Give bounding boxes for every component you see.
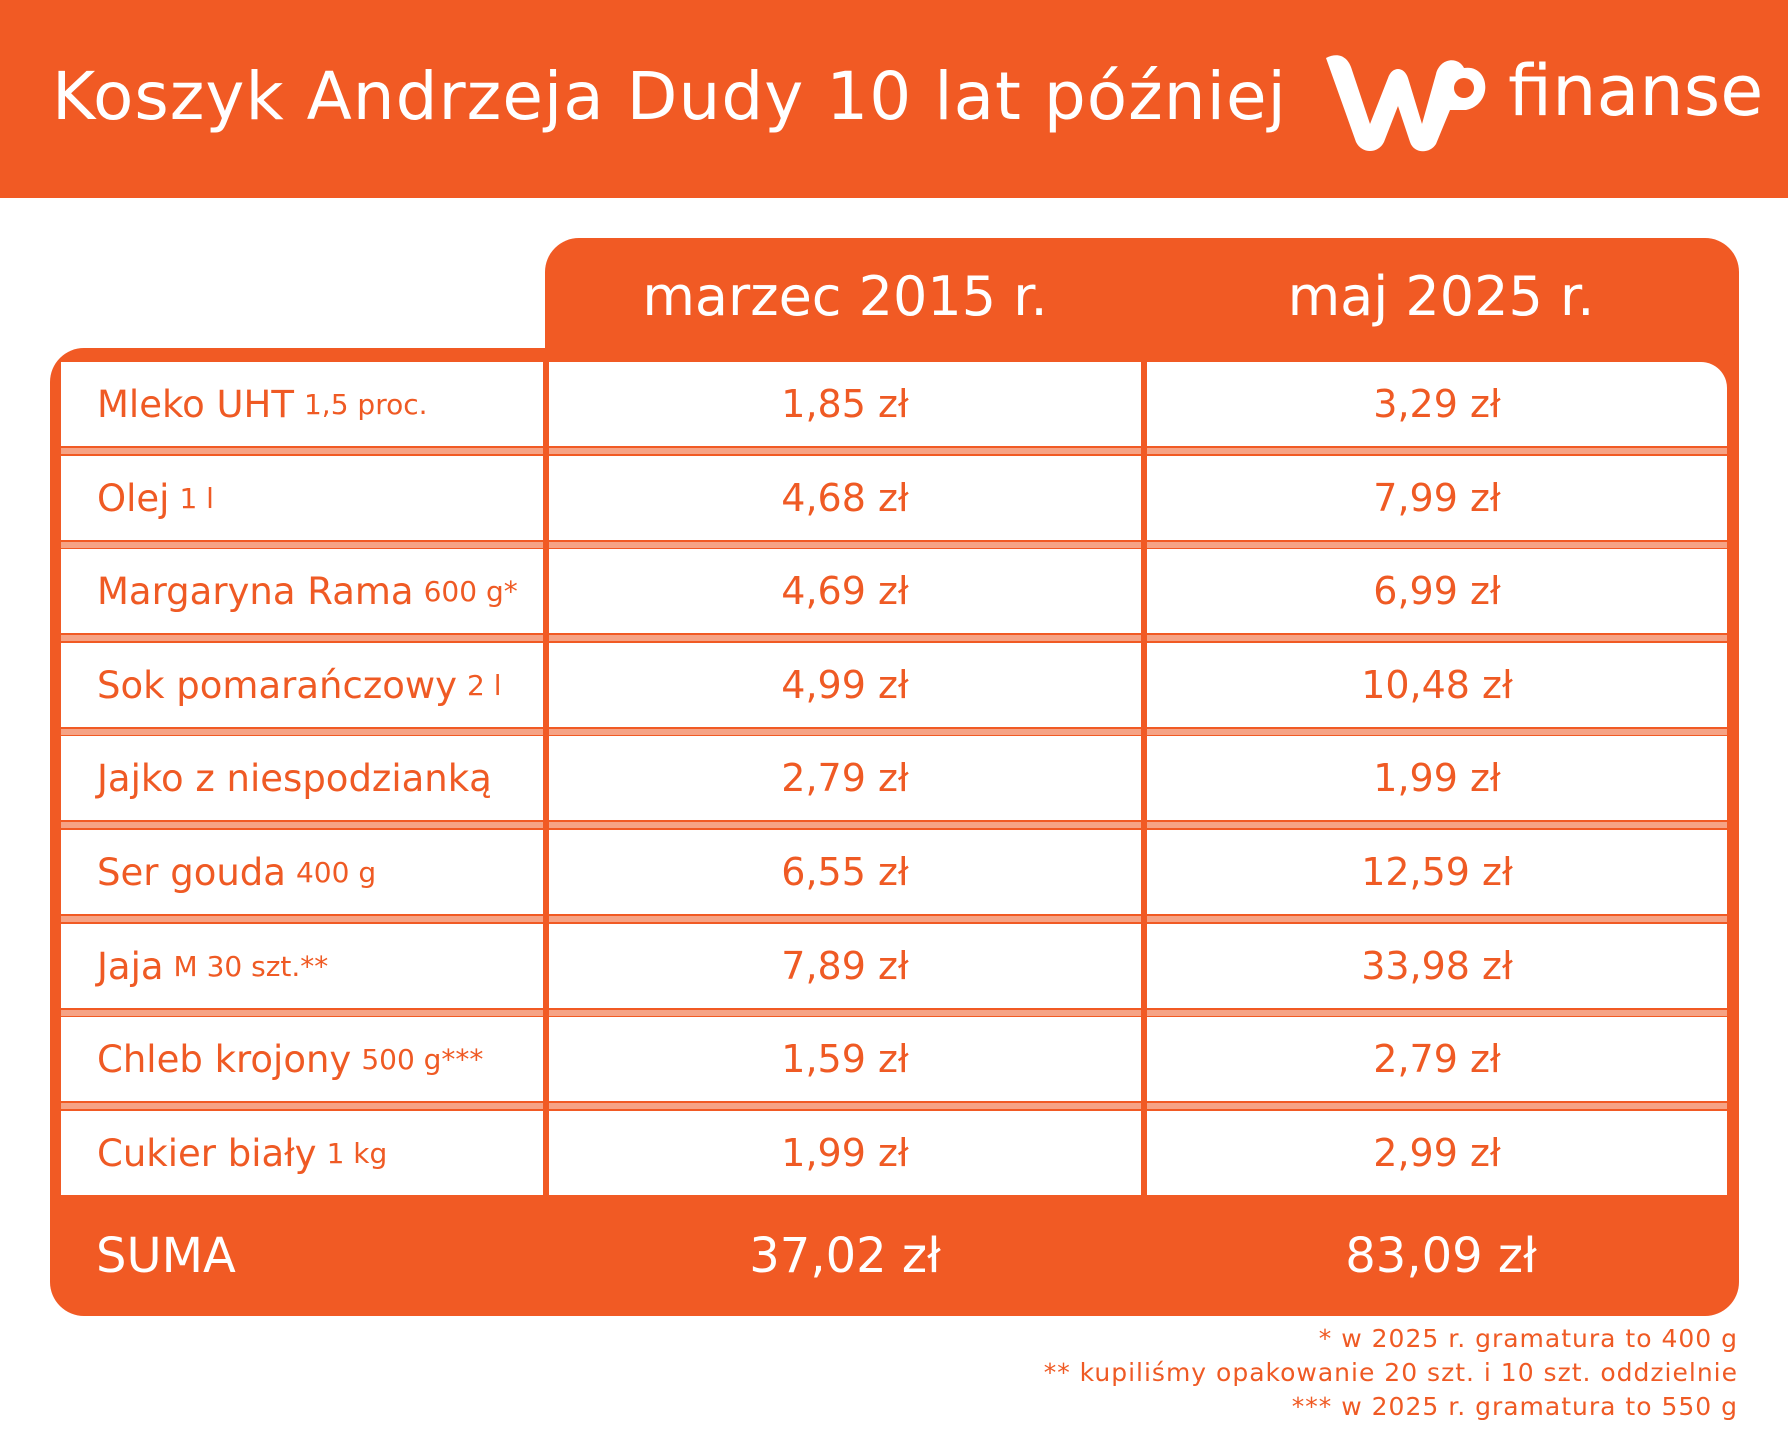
row-separator bbox=[549, 822, 1141, 828]
product-name-cell: Sok pomarańczowy 2 l bbox=[61, 643, 543, 727]
product-name: Chleb krojony bbox=[97, 1037, 352, 1081]
price-2015-cell: 4,68 zł bbox=[549, 456, 1141, 540]
logo-finanse-text: finanse bbox=[1508, 50, 1764, 132]
product-name: Jaja bbox=[97, 944, 164, 988]
price-2015-cell: 7,89 zł bbox=[549, 924, 1141, 1008]
price-2015-cell: 4,99 zł bbox=[549, 643, 1141, 727]
row-separator bbox=[1147, 1103, 1727, 1109]
row-separator bbox=[1147, 635, 1727, 641]
product-name-cell: Chleb krojony 500 g*** bbox=[61, 1017, 543, 1101]
price-2025-cell: 7,99 zł bbox=[1147, 456, 1727, 540]
product-name: Olej bbox=[97, 476, 170, 520]
product-name: Ser gouda bbox=[97, 850, 286, 894]
product-name-cell: Cukier biały 1 kg bbox=[61, 1111, 543, 1195]
column-header-2015: marzec 2015 r. bbox=[642, 265, 1048, 328]
row-separator bbox=[61, 822, 543, 828]
price-2025-cell: 1,99 zł bbox=[1147, 736, 1727, 820]
row-separator bbox=[61, 729, 543, 735]
product-unit: 600 g* bbox=[423, 574, 518, 608]
product-name-cell: Olej 1 l bbox=[61, 456, 543, 540]
product-name-cell: Jaja M 30 szt.** bbox=[61, 924, 543, 1008]
product-name-cell: Ser gouda 400 g bbox=[61, 830, 543, 914]
product-name-cell: Mleko UHT 1,5 proc. bbox=[61, 362, 543, 446]
wp-finanse-logo: finanse bbox=[1318, 44, 1763, 154]
product-name-cell: Margaryna Rama 600 g* bbox=[61, 549, 543, 633]
row-separator bbox=[1147, 448, 1727, 454]
row-separator bbox=[549, 1010, 1141, 1016]
price-2025-cell: 33,98 zł bbox=[1147, 924, 1727, 1008]
price-2015-cell: 1,99 zł bbox=[549, 1111, 1141, 1195]
footnote-1: * w 2025 r. gramatura to 400 g bbox=[1318, 1324, 1738, 1353]
header-banner: Koszyk Andrzeja Dudy 10 lat później fina… bbox=[0, 0, 1788, 198]
price-2015-cell: 1,59 zł bbox=[549, 1017, 1141, 1101]
row-separator bbox=[1147, 822, 1727, 828]
product-name: Margaryna Rama bbox=[97, 569, 414, 613]
page-title: Koszyk Andrzeja Dudy 10 lat później bbox=[52, 58, 1287, 135]
footnote-3: *** w 2025 r. gramatura to 550 g bbox=[1291, 1392, 1738, 1421]
price-2025-cell: 2,79 zł bbox=[1147, 1017, 1727, 1101]
price-2015-cell: 2,79 zł bbox=[549, 736, 1141, 820]
product-name: Cukier biały bbox=[97, 1131, 317, 1175]
price-2025-cell: 6,99 zł bbox=[1147, 549, 1727, 633]
row-separator bbox=[1147, 1010, 1727, 1016]
sum-2015: 37,02 zł bbox=[749, 1228, 941, 1284]
row-separator bbox=[549, 542, 1141, 548]
price-2015-cell: 6,55 zł bbox=[549, 830, 1141, 914]
row-separator bbox=[61, 542, 543, 548]
product-name: Mleko UHT bbox=[97, 382, 294, 426]
price-2025-cell: 3,29 zł bbox=[1147, 362, 1727, 446]
product-unit: 400 g bbox=[295, 855, 377, 889]
wp-logo-icon bbox=[1326, 55, 1486, 152]
row-separator bbox=[549, 729, 1141, 735]
price-2015-cell: 1,85 zł bbox=[549, 362, 1141, 446]
row-separator bbox=[1147, 729, 1727, 735]
row-separator bbox=[61, 448, 543, 454]
price-2025-cell: 10,48 zł bbox=[1147, 643, 1727, 727]
product-name: Jajko z niespodzianką bbox=[97, 756, 492, 800]
product-unit: M 30 szt.** bbox=[173, 949, 329, 983]
footnote-2: ** kupiliśmy opakowanie 20 szt. i 10 szt… bbox=[1043, 1358, 1738, 1387]
footnotes: * w 2025 r. gramatura to 400 g ** kupili… bbox=[1044, 1322, 1738, 1424]
row-separator bbox=[61, 916, 543, 922]
product-unit: 500 g*** bbox=[361, 1042, 484, 1076]
product-name: Sok pomarańczowy bbox=[97, 663, 458, 707]
row-separator bbox=[1147, 916, 1727, 922]
row-separator bbox=[61, 1103, 543, 1109]
product-name-cell: Jajko z niespodzianką bbox=[61, 736, 543, 820]
row-separator bbox=[1147, 542, 1727, 548]
sum-2025: 83,09 zł bbox=[1345, 1228, 1537, 1284]
row-separator bbox=[549, 1103, 1141, 1109]
column-header-2025: maj 2025 r. bbox=[1287, 265, 1595, 328]
row-separator bbox=[549, 916, 1141, 922]
price-2015-cell: 4,69 zł bbox=[549, 549, 1141, 633]
row-separator bbox=[61, 1010, 543, 1016]
product-unit: 1 l bbox=[179, 481, 214, 515]
row-separator bbox=[549, 448, 1141, 454]
price-2025-cell: 2,99 zł bbox=[1147, 1111, 1727, 1195]
row-separator bbox=[61, 635, 543, 641]
sum-label: SUMA bbox=[96, 1228, 236, 1284]
product-unit: 1 kg bbox=[326, 1136, 388, 1170]
price-2025-cell: 12,59 zł bbox=[1147, 830, 1727, 914]
product-unit: 1,5 proc. bbox=[303, 387, 428, 421]
product-unit: 2 l bbox=[467, 668, 502, 702]
row-separator bbox=[549, 635, 1141, 641]
